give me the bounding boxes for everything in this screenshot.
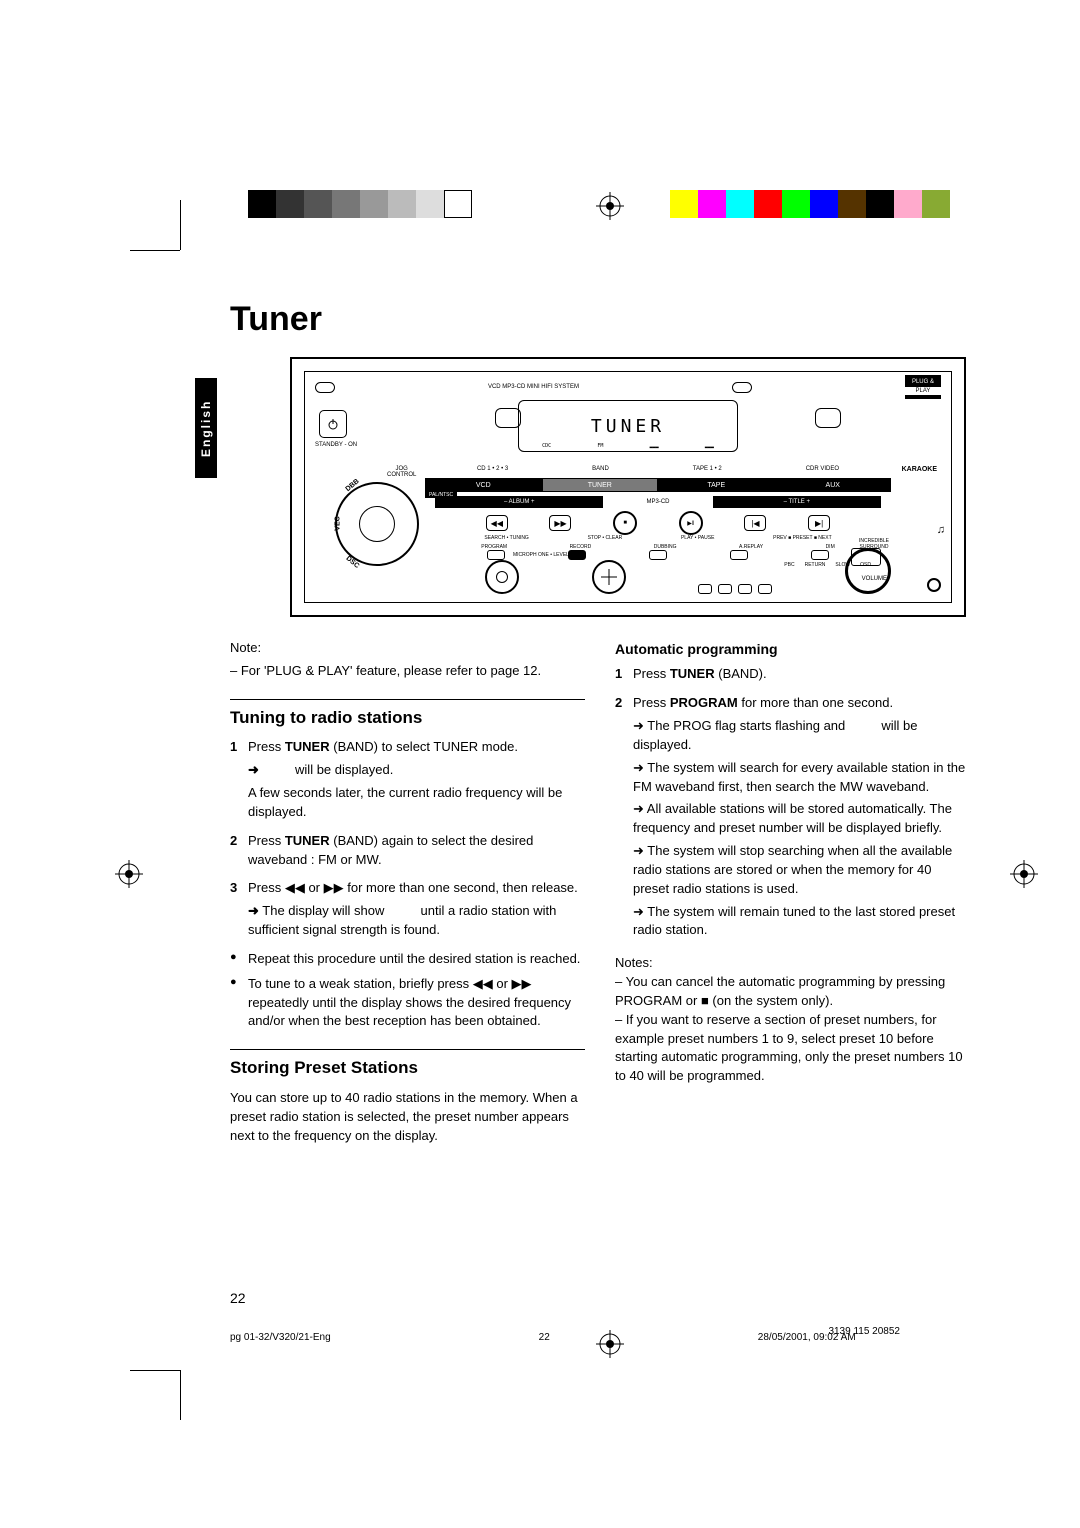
jog-wheel: DBB VEC DSC (335, 482, 419, 566)
footer-file: pg 01-32/V320/21-Eng (230, 1332, 331, 1343)
gray-colorbar (248, 190, 472, 218)
transport-controls: ◀◀ ▶▶ ■ ▶‖ |◀ ▶| (465, 512, 851, 534)
header-pill-left (315, 382, 335, 393)
device-illustration: VCD MP3-CD MINI HIFI SYSTEM PLUG & PLAY … (290, 357, 966, 617)
registration-mark (1010, 860, 1038, 888)
registration-mark (596, 192, 624, 220)
source-category-labels: CD 1 • 2 • 3 BAND TAPE 1 • 2 CDR VIDEO (435, 466, 881, 472)
right-column: Automatic programming 1 Press TUNER (BAN… (615, 639, 970, 1145)
registration-mark (115, 860, 143, 888)
step-3: 3 Press ◀◀ or ▶▶ for more than one secon… (230, 879, 585, 944)
source-selector-bar: VCD TUNER TAPE AUX (425, 478, 891, 492)
auto-step-2: 2 Press PROGRAM for more than one second… (615, 694, 970, 944)
auto-step-1: 1 Press TUNER (BAND). (615, 665, 970, 688)
transport-labels: SEARCH • TUNING STOP • CLEAR PLAY • PAUS… (455, 535, 861, 541)
jog-control-label: JOGCONTROL (387, 466, 416, 478)
footer: pg 01-32/V320/21-Eng 22 28/05/2001, 09:0… (230, 1332, 930, 1343)
language-tab: English (195, 378, 217, 478)
hall-button (815, 408, 841, 428)
volume-label: VOLUME (862, 576, 887, 582)
footer-timestamp: 28/05/2001, 09:02 AM 3139 115 20852 (758, 1332, 930, 1343)
page-content: Tuner VCD MP3-CD MINI HIFI SYSTEM PLUG &… (230, 300, 970, 1145)
device-display: TUNER CDCFM▂▂▂▂▂▂ (518, 400, 738, 452)
headphone-jack (927, 578, 941, 592)
heading-tuning: Tuning to radio stations (230, 699, 585, 731)
standby-button (319, 410, 347, 438)
auto-note-1: – You can cancel the automatic programmi… (615, 973, 970, 1011)
standby-label: STANDBY - ON (315, 442, 357, 448)
left-column: Note: – For 'PLUG & PLAY' feature, pleas… (230, 639, 585, 1145)
page-number: 22 (230, 1290, 246, 1306)
crop-mark (180, 1370, 181, 1420)
bullet-1: ● Repeat this procedure until the desire… (230, 950, 585, 969)
bullet-2: ● To tune to a weak station, briefly pre… (230, 975, 585, 1032)
heading-storing: Storing Preset Stations (230, 1049, 585, 1081)
mp3-cd-bar: – ALBUM + MP3-CD – TITLE + (435, 496, 881, 508)
crop-mark (130, 1370, 180, 1371)
headphone-icon: ♫ (937, 524, 945, 536)
bottom-knobs (485, 548, 891, 594)
notes-label: Notes: (615, 954, 970, 973)
plug-play-badge: PLUG & PLAY (905, 375, 941, 399)
page-title: Tuner (230, 300, 970, 339)
heading-auto-programming: Automatic programming (615, 639, 970, 659)
step-1: 1 Press TUNER (BAND) to select TUNER mod… (230, 738, 585, 825)
note-label: Note: (230, 639, 585, 658)
storing-paragraph: You can store up to 40 radio stations in… (230, 1089, 585, 1146)
footer-page: 22 (539, 1332, 550, 1343)
crop-mark (180, 200, 181, 250)
header-pill-right (732, 382, 752, 393)
auto-note-2: – If you want to reserve a section of pr… (615, 1011, 970, 1086)
note-text: – For 'PLUG & PLAY' feature, please refe… (230, 662, 585, 681)
karaoke-label: KARAOKE (902, 466, 937, 473)
step-2: 2 Press TUNER (BAND) again to select the… (230, 832, 585, 874)
device-model-text: VCD MP3-CD MINI HIFI SYSTEM (488, 384, 579, 390)
color-colorbar (670, 190, 950, 218)
crop-mark (130, 250, 180, 251)
